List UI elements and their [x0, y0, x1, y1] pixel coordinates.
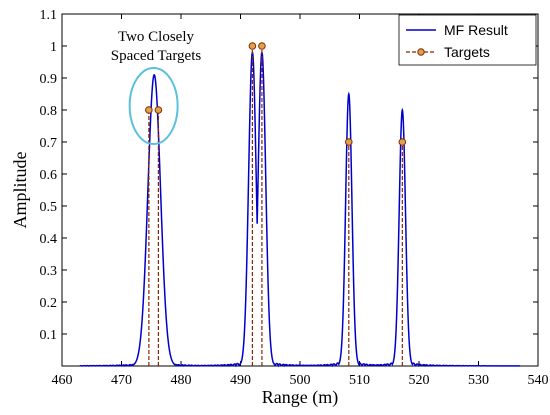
x-axis-label: Range (m): [262, 387, 338, 408]
y-tick-label: 0.5: [40, 200, 58, 215]
legend-targets-label: Targets: [444, 44, 490, 60]
y-tick-label: 0.6: [40, 168, 58, 183]
y-tick-label: 1: [50, 40, 57, 55]
series-layer: [79, 50, 521, 368]
x-tick-label: 480: [171, 373, 192, 388]
x-tick-label: 540: [528, 373, 549, 388]
target-marker: [258, 42, 266, 50]
target-marker: [248, 42, 257, 50]
target-marker: [154, 106, 163, 114]
y-tick-label: 0.9: [40, 72, 58, 87]
x-tick-label: 490: [230, 373, 251, 388]
y-tick-label: 0.3: [40, 264, 58, 279]
y-tick-label: 0.7: [40, 136, 58, 151]
legend-targets-marker: [417, 48, 425, 56]
annotation-line-1: Two Closely: [118, 29, 195, 45]
legend-box: [398, 14, 537, 66]
x-tick-label: 520: [409, 373, 430, 388]
y-tick-label: 0.8: [40, 104, 58, 119]
annotation: Two Closely Spaced Targets: [111, 29, 202, 145]
mf-result-line: [79, 50, 521, 368]
x-axis-ticks: 460 470 480 490 500 510 520 530 540: [52, 14, 549, 388]
plot-area: [61, 13, 539, 367]
y-tick-label: 0.2: [40, 296, 58, 311]
y-axis-label: Amplitude: [10, 151, 30, 228]
annotation-ellipse: [128, 67, 179, 145]
legend-mf-label: MF Result: [444, 22, 508, 38]
x-tick-label: 530: [468, 373, 489, 388]
target-marker: [145, 106, 153, 114]
y-axis-ticks: 0.1 0.2 0.3 0.4 0.5 0.6 0.7 0.8 0.9 1 1.1: [40, 8, 538, 343]
x-tick-label: 470: [111, 373, 132, 388]
target-marker: [344, 138, 353, 146]
annotation-line-2: Spaced Targets: [111, 48, 202, 64]
y-tick-label: 0.1: [40, 328, 58, 343]
y-tick-label: 1.1: [40, 8, 58, 23]
target-marker: [398, 138, 407, 146]
legend: MF Result Targets: [398, 14, 537, 66]
targets-layer: [145, 42, 407, 366]
x-tick-label: 460: [52, 373, 73, 388]
x-tick-label: 500: [290, 373, 311, 388]
y-tick-label: 0.4: [40, 232, 58, 247]
x-tick-label: 510: [349, 373, 370, 388]
